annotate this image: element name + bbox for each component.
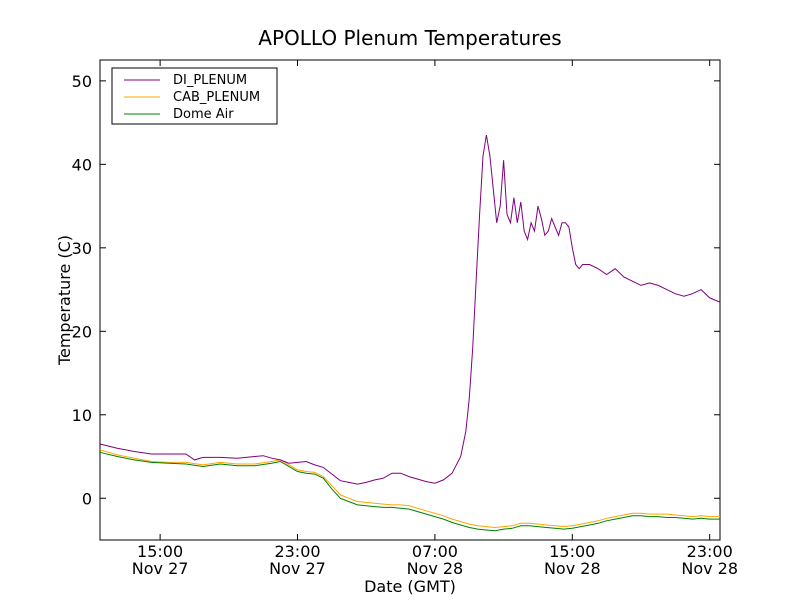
x-tick-label-time-2: 07:00 (412, 542, 458, 561)
y-tick-label-2: 20 (72, 322, 92, 341)
legend-label-dome-air: Dome Air (173, 107, 234, 122)
x-tick-label-date-3: Nov 28 (544, 559, 601, 578)
legend-box (111, 67, 278, 125)
legend-label-cab-plenum: CAB_PLENUM (173, 90, 260, 105)
series-line-dome-air (99, 451, 720, 532)
x-tick-label-time-1: 23:00 (274, 542, 320, 561)
legend-entry-cab-plenum: CAB_PLENUM (124, 90, 260, 105)
series-layer (99, 135, 721, 532)
x-tick-label-date-4: Nov 28 (681, 559, 738, 578)
x-tick-label-time-4: 23:00 (687, 542, 733, 561)
legend-entry-di-plenum: DI_PLENUM (124, 73, 247, 88)
series-line-di-plenum (99, 135, 721, 485)
plot-frame (99, 59, 721, 541)
y-axis-label: Temperature (C) (55, 235, 74, 366)
chart-title: APOLLO Plenum Temperatures (258, 26, 561, 50)
x-tick-label-date-1: Nov 27 (269, 559, 326, 578)
y-tick-label-0: 0 (82, 489, 92, 508)
y-tick-label-5: 50 (72, 72, 92, 91)
x-tick-label-time-3: 15:00 (549, 542, 595, 561)
x-axis-label: Date (GMT) (364, 577, 456, 596)
legend-entry-dome-air: Dome Air (124, 107, 234, 122)
plot-area (99, 59, 721, 541)
x-tick-label-time-0: 15:00 (137, 542, 183, 561)
x-tick-label-date-2: Nov 28 (407, 559, 464, 578)
legend-label-di-plenum: DI_PLENUM (173, 73, 247, 88)
y-tick-label-3: 30 (72, 239, 92, 258)
legend: DI_PLENUM CAB_PLENUM Dome Air (111, 67, 278, 125)
y-axis: 0 10 20 30 40 50 (72, 72, 720, 508)
y-tick-label-4: 40 (72, 155, 92, 174)
series-line-cab-plenum (99, 449, 720, 529)
y-tick-label-1: 10 (72, 406, 92, 425)
x-tick-label-date-0: Nov 27 (132, 559, 189, 578)
